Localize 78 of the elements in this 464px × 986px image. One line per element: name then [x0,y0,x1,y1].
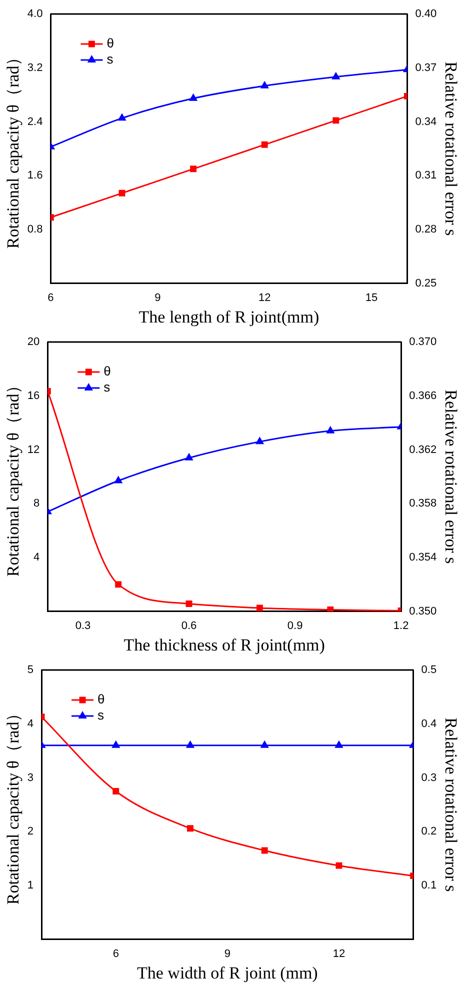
y-tick-label: 3.2 [27,62,43,74]
x-axis-title: The length of R joint(mm) [138,307,320,326]
y2-tick-label: 0.2 [421,826,437,838]
legend-label: θ [98,692,105,707]
y2-tick-label: 0.354 [409,552,437,564]
y-tick-label: 16 [27,390,40,402]
y-tick-label: 2 [27,826,34,838]
x-tick-label: 0.9 [287,620,303,632]
point [260,82,268,88]
y2-tick-label: 0.3 [421,772,437,784]
y2-tick-label: 0.34 [415,116,437,128]
y2-tick-label: 0.366 [409,390,437,402]
x-tick-label: 9 [154,292,161,304]
x-tick-label: 0.3 [75,620,91,632]
point [115,581,122,588]
x-axis-title: The thickness of R joint(mm) [124,635,325,654]
legend-label: θ [106,36,114,51]
point [185,454,193,460]
point [112,788,120,794]
y2-tick-label: 0.1 [421,880,437,892]
legend-label: s [98,708,105,723]
point [261,141,268,148]
x-tick-label: 6 [112,948,119,960]
legend-label: s [104,380,111,395]
y2-axis-title: Relative rotational error s [441,62,460,236]
y-axis-title: Rotational capacity θ（rad） [4,376,23,577]
y-tick-label: 20 [27,336,40,348]
y2-tick-label: 0.31 [415,170,437,182]
x-tick-label: 9 [224,948,230,960]
y-tick-label: 5 [27,664,34,676]
point [332,117,340,124]
point [326,426,334,434]
x-tick-label: 15 [365,292,378,304]
y-tick-label: 0.8 [27,224,43,236]
y-axis-title: Rotational capacity θ（rad） [4,48,23,249]
y2-tick-label: 0.28 [415,224,437,236]
y2-tick-label: 0.25 [415,277,437,290]
y-tick-label: 4 [34,552,40,564]
x-axis-title: The width of R joint (mm) [136,963,318,982]
y2-tick-label: 0.40 [415,8,437,20]
y-tick-label: 1 [27,880,34,892]
y-tick-label: 1.6 [27,170,43,182]
y2-tick-label: 0.5 [421,664,437,676]
y2-tick-label: 0.350 [409,605,437,618]
y-tick-label: 3 [27,772,34,784]
point [327,606,334,612]
y-tick-label: 4 [27,718,34,730]
point [187,825,194,832]
point [118,190,126,196]
point [332,72,340,80]
point [256,604,263,612]
y2-axis-title: Relative rotational error s [441,390,460,564]
y-tick-label: 8 [34,498,40,510]
y2-tick-label: 0.4 [421,718,437,730]
point [186,600,192,607]
y2-axis-title: Relative rotational error s [441,718,460,892]
point [190,166,197,172]
x-tick-label: 12 [332,948,346,960]
y2-tick-label: 0.362 [409,444,437,456]
y2-tick-label: 0.358 [409,498,437,510]
x-tick-label: 1.2 [393,620,409,632]
point [190,94,198,101]
y2-tick-label: 0.370 [409,336,437,348]
y2-tick-label: 0.37 [415,62,437,74]
legend-label: s [106,52,114,67]
x-tick-label: 12 [258,292,271,304]
y-tick-label: 12 [27,444,40,456]
point [256,437,264,444]
point [336,862,342,869]
y-tick-label: 2.4 [27,116,43,128]
x-tick-label: 6 [48,292,54,304]
y-axis-title: Rotational capacity θ（rad） [4,704,23,905]
point [118,114,126,121]
x-tick-label: 0.6 [181,620,197,632]
point [114,476,122,484]
legend-label: θ [104,364,111,379]
text: 4.0 [27,8,43,20]
point [261,847,268,854]
